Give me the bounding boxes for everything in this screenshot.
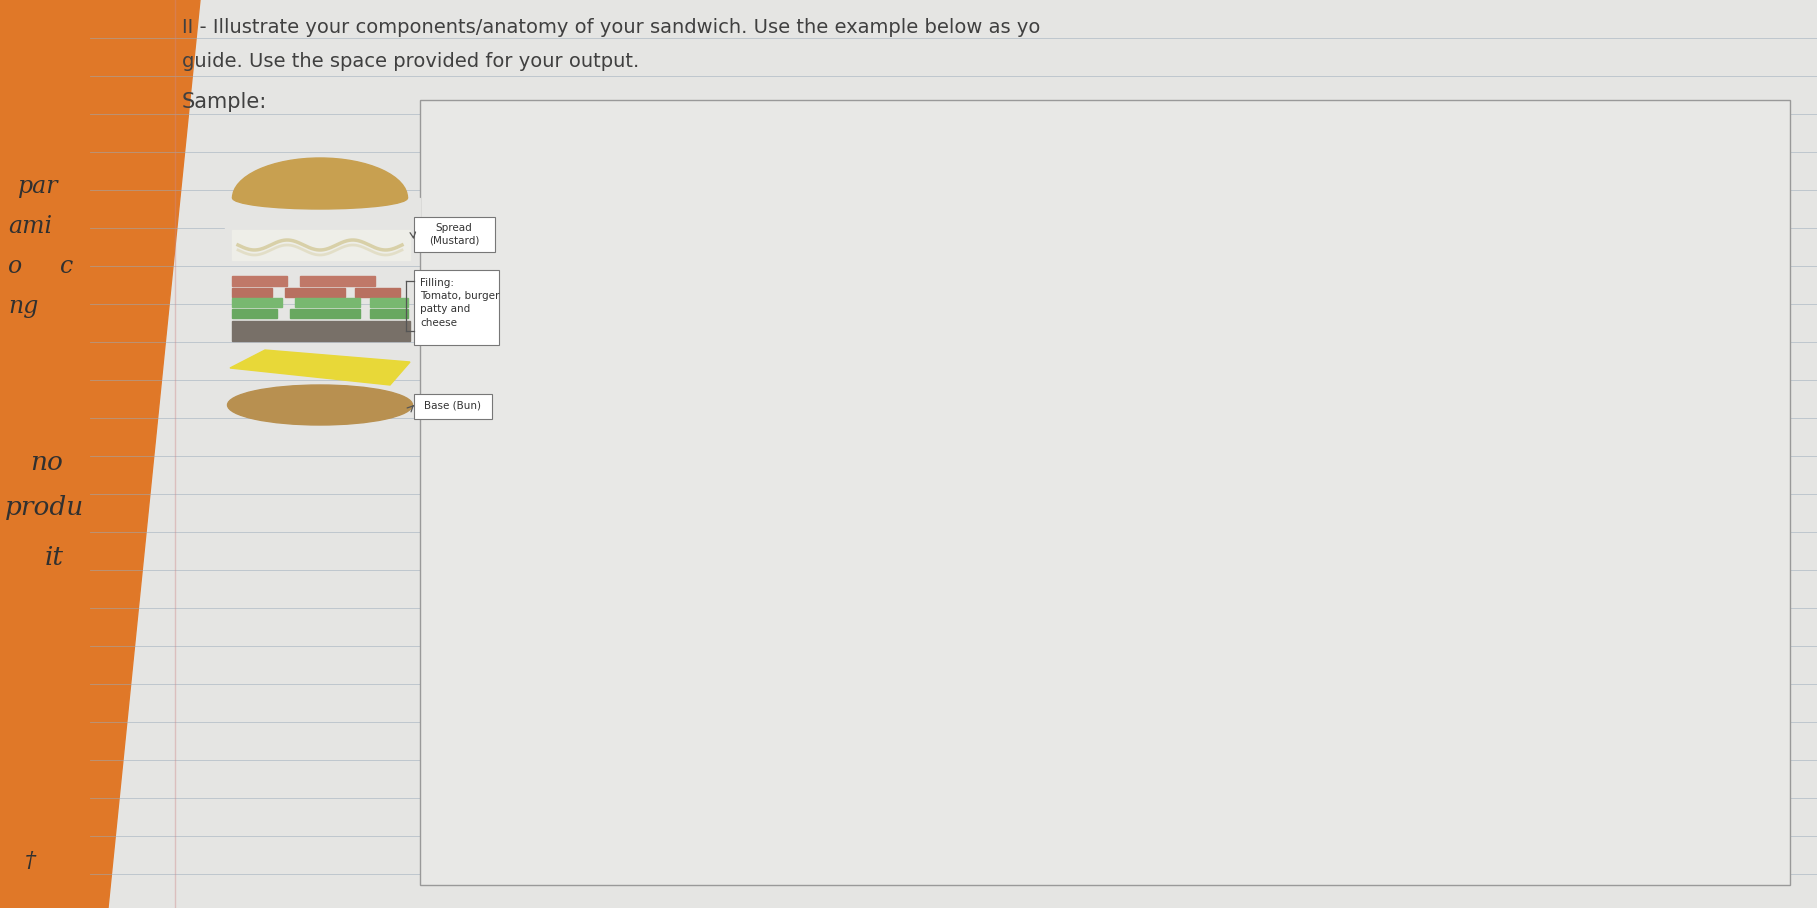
Bar (233, 298, 282, 307)
Polygon shape (0, 0, 200, 908)
Ellipse shape (233, 187, 407, 209)
Text: par: par (18, 175, 58, 198)
Text: it: it (45, 545, 64, 570)
Text: no: no (31, 450, 64, 475)
Bar (354, 288, 400, 297)
Text: †: † (25, 850, 36, 872)
Text: guide. Use the space provided for your output.: guide. Use the space provided for your o… (182, 52, 640, 71)
Text: II - Illustrate your components/anatomy of your sandwich. Use the example below : II - Illustrate your components/anatomy … (182, 18, 1041, 37)
Text: Sample:: Sample: (182, 92, 267, 112)
Text: c: c (60, 255, 73, 278)
Ellipse shape (227, 385, 412, 425)
Text: o: o (7, 255, 22, 278)
Text: ami: ami (7, 215, 53, 238)
Ellipse shape (233, 158, 407, 238)
Text: Filling:
Tomato, burger
patty and
cheese: Filling: Tomato, burger patty and cheese (420, 278, 500, 328)
Bar (285, 288, 345, 297)
Bar (420, 100, 1790, 885)
Bar (225, 198, 420, 248)
Bar (233, 288, 273, 297)
FancyBboxPatch shape (414, 216, 494, 252)
Text: ng: ng (7, 295, 38, 318)
Text: produ: produ (5, 495, 84, 520)
Bar (233, 230, 411, 260)
FancyBboxPatch shape (414, 393, 492, 419)
Bar (233, 309, 276, 318)
Bar (371, 309, 409, 318)
Bar (233, 321, 411, 341)
Bar (300, 276, 374, 286)
Text: Base (Bun): Base (Bun) (423, 401, 482, 411)
Polygon shape (231, 350, 411, 385)
Bar (371, 298, 409, 307)
Bar (291, 309, 360, 318)
Text: Spread
(Mustard): Spread (Mustard) (429, 222, 480, 245)
Bar (294, 298, 360, 307)
Bar (233, 276, 287, 286)
FancyBboxPatch shape (414, 270, 498, 344)
